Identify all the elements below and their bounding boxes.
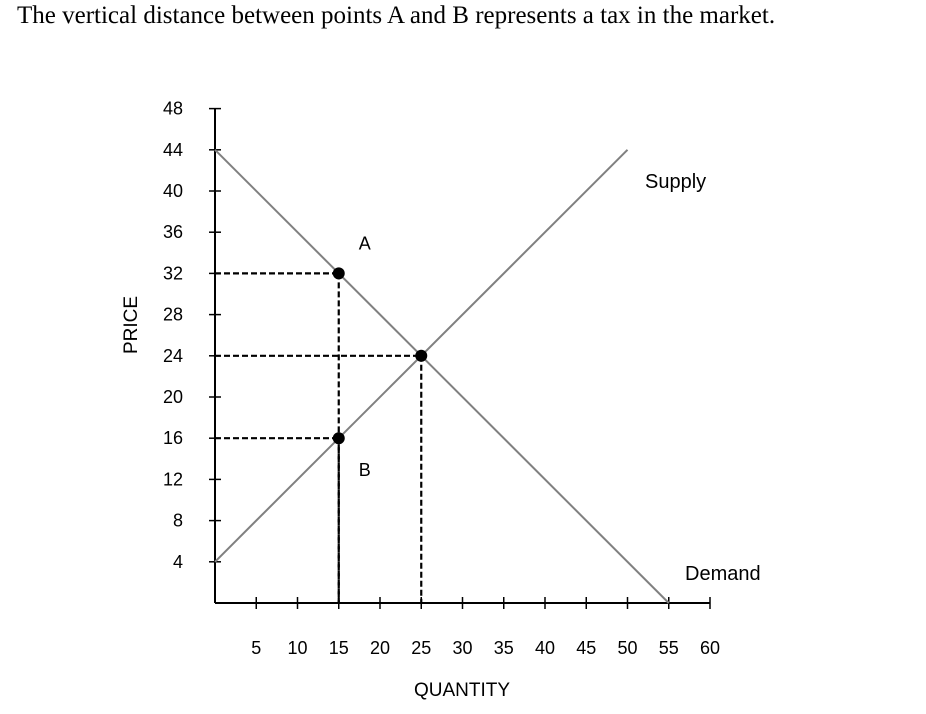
supply-label: Supply xyxy=(645,171,706,193)
x-tick-label: 20 xyxy=(370,638,390,658)
x-tick-label: 10 xyxy=(287,638,307,658)
x-tick-label: 50 xyxy=(617,638,637,658)
x-tick-label: 25 xyxy=(411,638,431,658)
y-tick-label: 44 xyxy=(163,140,183,160)
x-tick-label: 30 xyxy=(452,638,472,658)
y-tick-label: 40 xyxy=(163,181,183,201)
x-tick-label: 55 xyxy=(659,638,679,658)
y-tick-label: 24 xyxy=(163,346,183,366)
x-tick-label: 5 xyxy=(251,638,261,658)
y-axis-title: PRICE xyxy=(121,296,142,354)
data-points xyxy=(332,267,428,445)
series-lines xyxy=(214,149,670,604)
point-label-b: B xyxy=(359,460,371,480)
y-tick-label: 12 xyxy=(163,469,183,489)
y-tick-label: 16 xyxy=(163,428,183,448)
x-tick-label: 45 xyxy=(576,638,596,658)
axes xyxy=(209,107,711,609)
x-tick-label: 35 xyxy=(494,638,514,658)
x-axis-title: QUANTITY xyxy=(414,680,510,701)
y-tick-label: 28 xyxy=(163,305,183,325)
x-tick-label: 15 xyxy=(329,638,349,658)
x-tick-label: 40 xyxy=(535,638,555,658)
y-tick-label: 20 xyxy=(163,387,183,407)
y-tick-label: 36 xyxy=(163,222,183,242)
y-tick-label: 48 xyxy=(163,99,183,119)
x-tick-label: 60 xyxy=(700,638,720,658)
demand-label: Demand xyxy=(685,563,761,585)
demand-line xyxy=(214,149,670,604)
y-tick-label: 8 xyxy=(173,511,183,531)
y-tick-label: 4 xyxy=(173,552,183,572)
point-a xyxy=(332,267,345,280)
point-label-a: A xyxy=(359,233,371,253)
point-b xyxy=(332,432,345,445)
caption: The vertical distance between points A a… xyxy=(17,2,776,29)
dashed-guides xyxy=(215,272,423,603)
point-equilibrium xyxy=(415,349,428,362)
y-tick-label: 32 xyxy=(163,263,183,283)
